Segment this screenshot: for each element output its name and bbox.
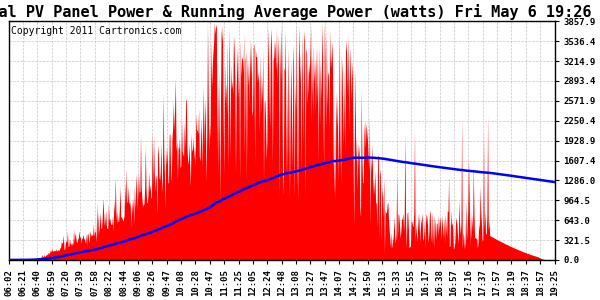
Text: Copyright 2011 Cartronics.com: Copyright 2011 Cartronics.com [11, 26, 182, 36]
Title: Total PV Panel Power & Running Average Power (watts) Fri May 6 19:26: Total PV Panel Power & Running Average P… [0, 4, 592, 20]
